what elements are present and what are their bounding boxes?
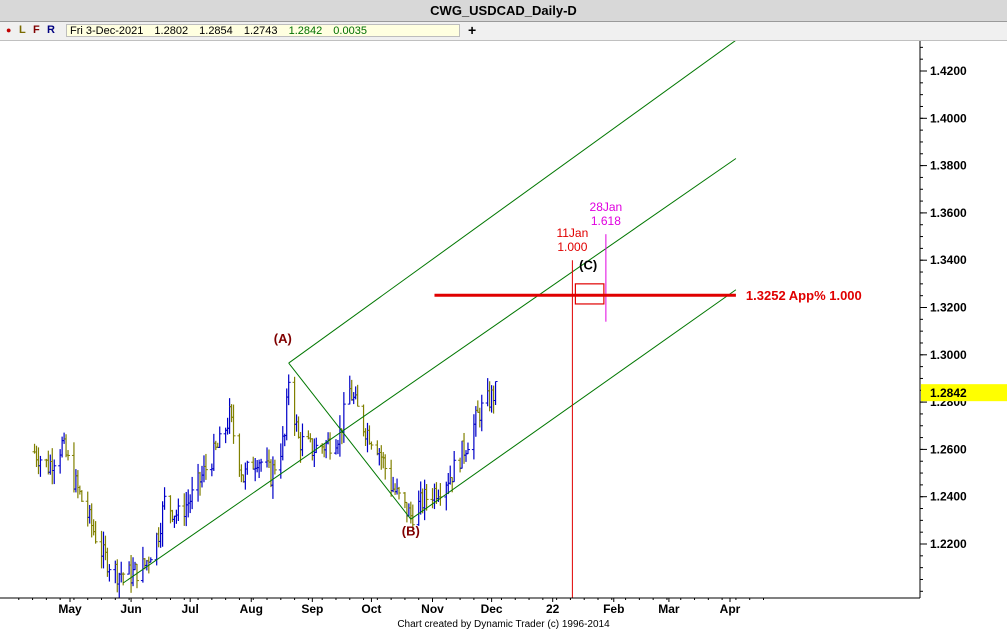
toolbar-button-f[interactable]: F — [33, 24, 40, 36]
price-bar — [479, 394, 484, 432]
price-bar — [314, 437, 319, 454]
y-axis: 1.22001.24001.26001.28001.30001.32001.34… — [919, 41, 1007, 598]
toolbar-button-r[interactable]: R — [47, 24, 55, 36]
price-bar — [383, 454, 388, 480]
chart-credit: Chart created by Dynamic Trader (c) 1996… — [397, 619, 610, 630]
x-tick-label: Jul — [182, 602, 199, 616]
y-tick-label: 1.3000 — [930, 348, 967, 362]
price-bar — [148, 557, 153, 563]
price-bar — [465, 442, 470, 455]
channel-line-lower — [410, 289, 737, 520]
channel-line-median — [122, 158, 737, 584]
x-tick-label: Oct — [361, 602, 381, 616]
ohlc-readout: Fri 3-Dec-2021 1.2802 1.2854 1.2743 1.28… — [66, 24, 460, 37]
price-bar — [38, 455, 43, 477]
wave-label: (B) — [402, 524, 420, 539]
time-target-date: 11Jan — [556, 226, 588, 240]
price-bar — [107, 564, 112, 582]
channel-line-handle — [288, 362, 412, 520]
price-bar — [79, 490, 84, 502]
price-bar — [134, 563, 139, 589]
price-bar — [355, 384, 360, 407]
price-bar — [452, 450, 457, 483]
wave-label: (A) — [274, 331, 292, 346]
price-bar — [369, 441, 374, 450]
price-bar — [424, 484, 429, 511]
ohlc-date: Fri 3-Dec-2021 — [70, 25, 144, 37]
wave-label: (C) — [579, 258, 597, 273]
price-bar — [176, 498, 181, 522]
x-axis: May Jun Jul Aug Sep Oct Nov Dec 22 Feb Mar Apr — [0, 597, 920, 616]
x-tick-label: Sep — [301, 602, 323, 616]
price-bar — [397, 486, 402, 500]
price-bar — [300, 423, 305, 457]
y-tick-label: 1.2600 — [930, 442, 967, 456]
ohlc-change: 0.0035 — [333, 25, 367, 37]
ohlc-low: 1.2743 — [243, 25, 278, 37]
price-bar — [162, 487, 167, 510]
y-tick-label: 1.3600 — [930, 206, 967, 220]
ohlc-open: 1.2802 — [154, 25, 189, 37]
price-bars — [32, 374, 498, 599]
price-bar — [66, 450, 71, 461]
last-price-flag — [921, 384, 1007, 402]
window-title: CWG_USDCAD_Daily-D — [0, 0, 1007, 22]
add-symbol-button[interactable]: + — [468, 22, 477, 38]
y-tick-label: 1.4200 — [930, 64, 967, 78]
price-bar — [121, 572, 126, 586]
y-tick-label: 1.3400 — [930, 253, 967, 267]
price-bar — [272, 459, 277, 475]
y-tick-label: 1.4000 — [930, 111, 967, 125]
price-bar — [259, 458, 264, 472]
x-tick-label: Feb — [603, 602, 624, 616]
price-bar — [493, 381, 498, 405]
x-tick-label: Mar — [658, 602, 680, 616]
x-tick-label: Apr — [720, 602, 741, 616]
x-tick-label: Dec — [481, 602, 503, 616]
price-target-label: 1.3252 App% 1.000 — [746, 288, 862, 303]
x-tick-label: May — [58, 602, 82, 616]
y-tick-label: 1.3800 — [930, 159, 967, 173]
x-tick-label: 22 — [546, 602, 560, 616]
price-bar — [328, 432, 333, 460]
toolbar: ● L F R Fri 3-Dec-2021 1.2802 1.2854 1.2… — [0, 22, 1007, 41]
y-tick-label: 1.2200 — [930, 537, 967, 551]
time-target-ratio: 1.000 — [557, 240, 587, 254]
toolbar-button-l[interactable]: L — [19, 24, 26, 36]
time-target-ratio: 1.618 — [591, 214, 621, 228]
record-dot-icon: ● — [6, 25, 12, 35]
pitchfork-channel — [122, 41, 737, 584]
channel-line-upper — [288, 41, 736, 364]
price-bar — [286, 374, 291, 406]
price-bar — [217, 426, 222, 448]
price-bar — [231, 404, 236, 444]
y-tick-label: 1.3200 — [930, 301, 967, 315]
x-tick-label: Jun — [120, 602, 141, 616]
ohlc-high: 1.2854 — [199, 25, 233, 37]
price-bar — [52, 459, 57, 485]
ohlc-close: 1.2842 — [288, 25, 323, 37]
last-price-label: 1.2842 — [930, 386, 967, 400]
x-tick-label: Aug — [240, 602, 263, 616]
y-tick-label: 1.2400 — [930, 490, 967, 504]
x-tick-label: Nov — [421, 602, 444, 616]
time-target-date: 28Jan — [590, 200, 623, 214]
price-bar — [190, 476, 195, 510]
price-bar — [93, 521, 98, 544]
price-bar — [203, 453, 208, 480]
price-bar — [245, 460, 250, 475]
